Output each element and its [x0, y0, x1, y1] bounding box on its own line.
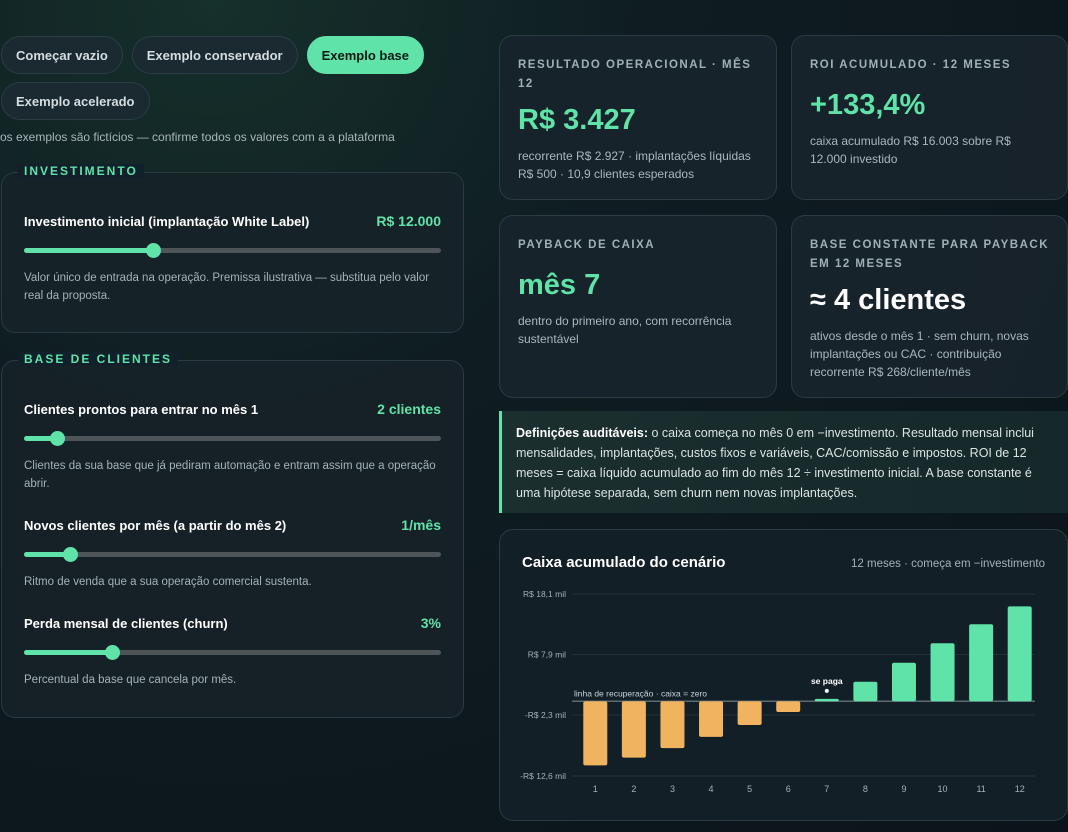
chart-bar [891, 662, 916, 702]
clients-panel: BASE DE CLIENTES Clientes prontos para e… [1, 352, 464, 718]
ready-clients-help: Clientes da sua base que já pediram auto… [24, 460, 436, 490]
payback-card-value: mês 7 [518, 269, 601, 301]
ready-clients-slider-thumb[interactable] [50, 431, 66, 446]
investment-slider-thumb[interactable] [146, 243, 162, 258]
new-clients-field: Novos clientes por mês (a partir do mês … [24, 517, 441, 591]
preset-empty-button[interactable]: Começar vazio [1, 36, 123, 74]
new-clients-slider-thumb[interactable] [62, 547, 78, 562]
chart-subtitle: 12 meses · começa em −investimento [851, 558, 1045, 570]
ready-clients-label: Clientes prontos para entrar no mês 1 [24, 401, 259, 417]
result-card-value: R$ 3.427 [518, 104, 636, 136]
churn-label: Perda mensal de clientes (churn) [24, 615, 228, 631]
churn-help: Percentual da base que cancela por mês. [24, 674, 237, 686]
base-card-value: ≈ 4 clientes [810, 284, 967, 316]
x-tick-label: 11 [976, 784, 985, 794]
churn-slider[interactable] [24, 645, 441, 660]
result-card-title: RESULTADO OPERACIONAL · MÊS 12 [518, 59, 752, 90]
x-tick-label: 12 [1015, 784, 1025, 794]
investment-section-title: INVESTIMENTO [18, 164, 144, 178]
zero-line-label: linha de recuperação · caixa = zero [574, 688, 707, 698]
chart-bar [814, 698, 839, 702]
chart-bar [853, 681, 878, 702]
chart-bar [930, 643, 955, 702]
roi-card-title: ROI ACUMULADO · 12 MESES [810, 59, 1012, 71]
chart-bar [969, 624, 994, 702]
result-card: RESULTADO OPERACIONAL · MÊS 12 R$ 3.427 … [499, 35, 777, 200]
y-tick-label: -R$ 2,3 mil [525, 710, 566, 720]
x-tick-label: 3 [670, 784, 675, 794]
payback-marker [824, 688, 829, 693]
definitions-note: Definições auditáveis: o caixa começa no… [499, 411, 1068, 513]
x-tick-label: 1 [593, 784, 598, 794]
chart-bar [621, 701, 646, 758]
preset-selector: Começar vazio Exemplo conservador Exempl… [1, 36, 471, 120]
x-tick-label: 6 [786, 784, 791, 794]
x-tick-label: 2 [631, 784, 636, 794]
x-tick-label: 9 [901, 784, 906, 794]
churn-slider-thumb[interactable] [104, 645, 120, 660]
investment-panel: INVESTIMENTO Investimento inicial (impla… [1, 164, 464, 333]
preset-conservative-button[interactable]: Exemplo conservador [131, 36, 298, 74]
churn-field: Perda mensal de clientes (churn) 3% Perc… [24, 615, 441, 689]
chart-bar [583, 701, 608, 766]
investment-value: R$ 12.000 [376, 213, 441, 229]
preset-base-button[interactable]: Exemplo base [306, 36, 425, 74]
y-tick-label: R$ 7,9 mil [528, 649, 566, 659]
payback-card-desc: dentro do primeiro ano, com recorrência … [518, 314, 732, 346]
definitions-lead: Definições auditáveis: [516, 426, 648, 440]
base-card: BASE CONSTANTE PARA PAYBACK EM 12 MESES … [791, 215, 1068, 398]
cash-chart-card: Caixa acumulado do cenário 12 meses · co… [499, 529, 1068, 821]
x-tick-label: 10 [938, 784, 948, 794]
x-tick-label: 4 [709, 784, 714, 794]
preset-accelerated-button[interactable]: Exemplo acelerado [1, 82, 150, 120]
new-clients-label: Novos clientes por mês (a partir do mês … [24, 517, 287, 533]
payback-card: PAYBACK DE CAIXA mês 7 dentro do primeir… [499, 215, 777, 398]
chart-bar [737, 701, 762, 726]
clients-section-title: BASE DE CLIENTES [18, 352, 179, 366]
roi-card-desc: caixa acumulado R$ 16.003 sobre R$ 12.00… [810, 134, 1011, 166]
y-tick-label: R$ 18,1 mil [523, 589, 566, 599]
x-tick-label: 5 [747, 784, 752, 794]
roi-card: ROI ACUMULADO · 12 MESES +133,4% caixa a… [791, 35, 1068, 200]
investment-slider[interactable] [24, 243, 441, 258]
investment-label: Investimento inicial (implantação White … [24, 213, 310, 229]
chart-title: Caixa acumulado do cenário [522, 554, 726, 571]
x-tick-label: 8 [863, 784, 868, 794]
chart-bar [1007, 606, 1032, 702]
ready-clients-field: Clientes prontos para entrar no mês 1 2 … [24, 401, 441, 493]
ready-clients-value: 2 clientes [377, 401, 441, 417]
roi-card-value: +133,4% [810, 89, 926, 121]
payback-label: se paga [811, 676, 843, 686]
definitions-text: o caixa começa no mês 0 em −investimento… [516, 426, 1034, 500]
disclaimer-text: os exemplos são fictícios — confirme tod… [0, 130, 395, 144]
y-tick-label: -R$ 12,6 mil [520, 771, 566, 781]
new-clients-value: 1/mês [401, 517, 441, 533]
chart-bar [699, 701, 724, 737]
investment-field: Investimento inicial (implantação White … [24, 213, 441, 305]
investment-help: Valor único de entrada na operação. Prem… [24, 272, 430, 302]
new-clients-slider[interactable] [24, 547, 441, 562]
chart-bar [776, 701, 801, 712]
base-card-desc: ativos desde o mês 1 · sem churn, novas … [810, 329, 1029, 379]
churn-value: 3% [420, 615, 441, 631]
base-card-title: BASE CONSTANTE PARA PAYBACK EM 12 MESES [810, 239, 1049, 270]
chart-bar [660, 701, 685, 749]
ready-clients-slider[interactable] [24, 431, 441, 446]
x-tick-label: 7 [824, 784, 829, 794]
result-card-desc: recorrente R$ 2.927 · implantações líqui… [518, 149, 751, 181]
cash-chart: R$ 18,1 mil R$ 7,9 mil -R$ 2,3 mil -R$ 12,6… [520, 589, 1035, 794]
new-clients-help: Ritmo de venda que a sua operação comerc… [24, 576, 312, 588]
payback-card-title: PAYBACK DE CAIXA [518, 239, 656, 251]
